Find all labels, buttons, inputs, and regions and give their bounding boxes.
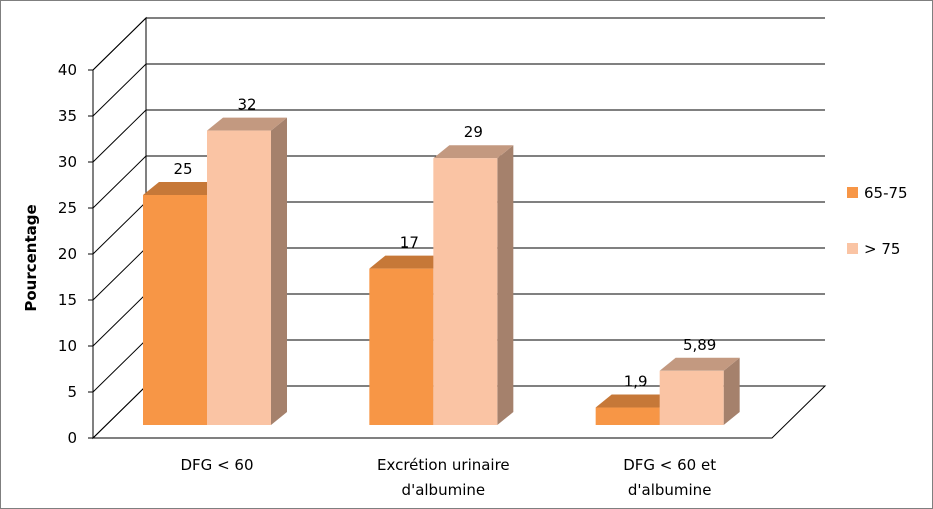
legend-label: > 75 bbox=[864, 240, 900, 258]
y-tick-label: 15 bbox=[58, 291, 77, 309]
y-tick-label: 25 bbox=[58, 199, 77, 217]
bar-side bbox=[271, 117, 287, 425]
data-label: 5,89 bbox=[683, 336, 716, 354]
gridline bbox=[92, 155, 825, 209]
y-tick-label: 0 bbox=[67, 429, 77, 447]
bar bbox=[595, 407, 660, 425]
bar-side bbox=[497, 145, 514, 425]
bar-top bbox=[369, 255, 450, 269]
legend-label: 65-75 bbox=[864, 184, 908, 202]
category-label: d'albumine bbox=[628, 481, 712, 499]
floor bbox=[91, 385, 827, 439]
category-labels: DFG < 60 Excrétion urinaire d'albumine DFG … bbox=[181, 456, 717, 499]
bar bbox=[659, 370, 724, 425]
bar bbox=[207, 130, 271, 425]
y-tick-label: 35 bbox=[58, 107, 77, 125]
data-label: 1,9 bbox=[624, 373, 648, 391]
data-label: 32 bbox=[237, 96, 256, 114]
bars bbox=[143, 117, 740, 425]
legend-swatch bbox=[847, 243, 858, 254]
legend: 65-75 > 75 bbox=[847, 184, 908, 258]
category-label: DFG < 60 et bbox=[623, 456, 716, 474]
bar-side bbox=[723, 357, 740, 425]
data-labels: 25 32 17 29 1,9 5,89 bbox=[173, 96, 716, 391]
y-tick-label: 5 bbox=[67, 383, 77, 401]
bar-top bbox=[659, 357, 740, 371]
gridline bbox=[92, 109, 825, 163]
bar-top bbox=[595, 394, 676, 408]
data-label: 17 bbox=[400, 234, 419, 252]
y-tick-label: 40 bbox=[58, 61, 77, 79]
bar-top bbox=[143, 182, 223, 195]
bar-top bbox=[433, 145, 514, 159]
bar bbox=[433, 158, 498, 425]
category-label: Excrétion urinaire bbox=[377, 456, 510, 474]
gridline bbox=[92, 17, 825, 71]
y-axis-ticks: 0 5 10 15 20 25 30 35 40 bbox=[58, 61, 93, 447]
y-tick-label: 10 bbox=[58, 337, 77, 355]
y-tick-label: 30 bbox=[58, 153, 77, 171]
gridline bbox=[92, 63, 825, 117]
bar-top bbox=[207, 117, 287, 131]
y-tick-label: 20 bbox=[58, 245, 77, 263]
category-label: DFG < 60 bbox=[181, 456, 254, 474]
bar bbox=[369, 268, 434, 425]
bar bbox=[143, 195, 207, 425]
data-label: 29 bbox=[464, 123, 483, 141]
legend-swatch bbox=[847, 187, 858, 198]
category-label: d'albumine bbox=[402, 481, 486, 499]
y-axis-label: Pourcentage bbox=[22, 204, 40, 311]
data-label: 25 bbox=[173, 160, 192, 178]
